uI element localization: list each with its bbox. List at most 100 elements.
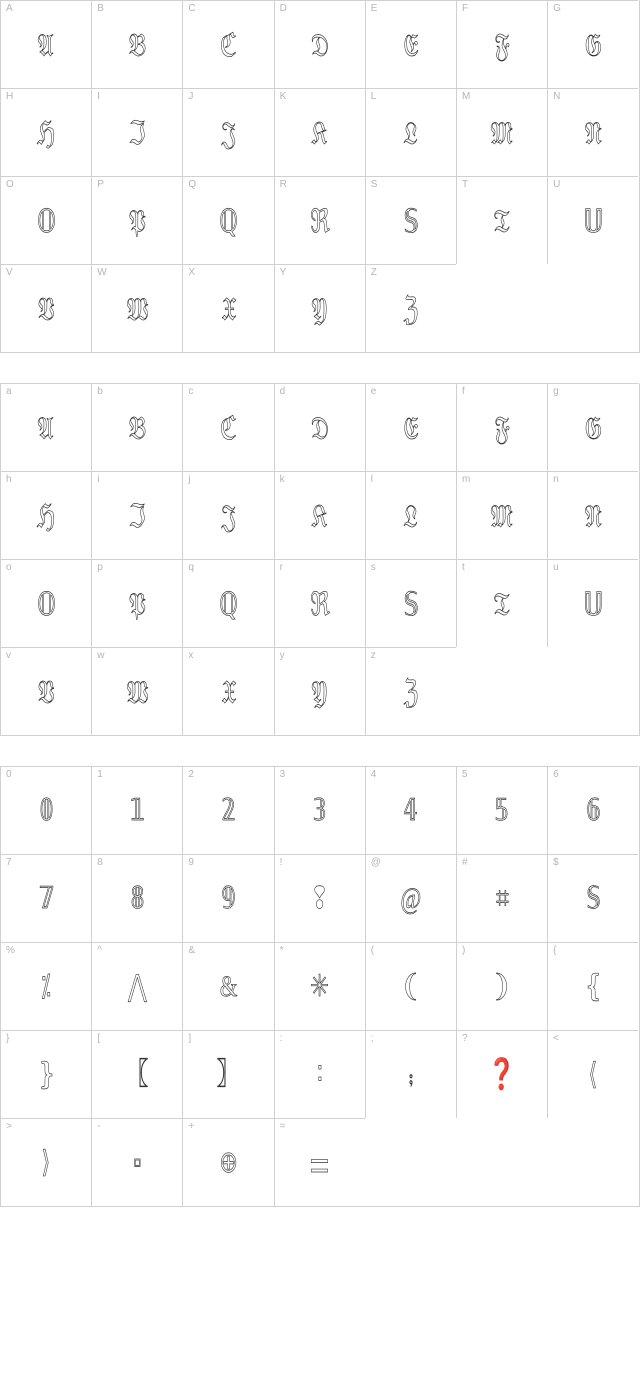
cell-label: D xyxy=(280,4,287,14)
glyph: 𝔇 xyxy=(311,412,329,444)
glyph-cell: Zℨ xyxy=(365,264,456,352)
glyph-cell: k𝔎 xyxy=(274,471,365,559)
glyph: 𝔑 xyxy=(585,117,602,149)
glyph-cell: iℑ xyxy=(91,471,182,559)
glyph: 𝟚 xyxy=(221,796,235,826)
glyph: ∶ xyxy=(317,1060,323,1090)
glyph-cell: U𝕌 xyxy=(547,176,638,264)
cell-label: + xyxy=(188,1122,194,1132)
character-map: A𝔄B𝔅CℭD𝔇E𝔈F𝔉G𝔊HℌIℑJ𝔍K𝔎L𝔏M𝔐N𝔑O𝕆P𝔓QℚRℜS𝕊T𝔗… xyxy=(0,0,640,1207)
glyph-cell: V𝔙 xyxy=(0,264,91,352)
cell-label: M xyxy=(462,92,470,102)
cell-label: > xyxy=(6,1122,12,1132)
glyph: ✳ xyxy=(310,972,329,1002)
cell-label: b xyxy=(97,387,103,397)
glyph-cell: a𝔄 xyxy=(0,383,91,471)
row: %⁒^⋀&&*✳(❨)❩{❴ xyxy=(0,942,639,1030)
cell-label: * xyxy=(280,946,284,956)
cell-label: [ xyxy=(97,1034,100,1044)
glyph-cell: M𝔐 xyxy=(456,88,547,176)
glyph: 𝔑 xyxy=(585,500,602,532)
glyph-cell: S𝕊 xyxy=(365,176,456,264)
glyph-cell: s𝕊 xyxy=(365,559,456,647)
glyph-cell: B𝔅 xyxy=(91,0,182,88)
cell-label: : xyxy=(280,1034,283,1044)
glyph: ⟨ xyxy=(589,1060,598,1090)
row: A𝔄B𝔅CℭD𝔇E𝔈F𝔉G𝔊 xyxy=(0,0,639,88)
glyph-cell: w𝔚 xyxy=(91,647,182,735)
cell-label: 6 xyxy=(553,770,559,780)
glyph-cell: e𝔈 xyxy=(365,383,456,471)
row: a𝔄b𝔅cℭd𝔇e𝔈f𝔉g𝔊 xyxy=(0,383,639,471)
glyph-cell: =⚌ xyxy=(274,1118,365,1206)
glyph: 𝔏 xyxy=(404,500,418,532)
glyph-cell: %⁒ xyxy=(0,942,91,1030)
cell-label: @ xyxy=(371,858,381,868)
cell-label: e xyxy=(371,387,377,397)
row: 7𝟟8𝟠9𝟡!❢@@#⌗$𝕊 xyxy=(0,854,639,942)
cell-label: w xyxy=(97,651,104,661)
glyph: 𝔙 xyxy=(38,293,55,325)
glyph-cell: d𝔇 xyxy=(274,383,365,471)
glyph-cell: g𝔊 xyxy=(547,383,638,471)
cell-label: H xyxy=(6,92,13,102)
glyph: & xyxy=(220,972,238,1002)
glyph-cell: (❨ xyxy=(365,942,456,1030)
row: O𝕆P𝔓QℚRℜS𝕊T𝔗U𝕌 xyxy=(0,176,639,264)
glyph-cell: K𝔎 xyxy=(274,88,365,176)
glyph-cell: ?❓ xyxy=(456,1030,547,1118)
cell-label: a xyxy=(6,387,12,397)
cell-label: C xyxy=(188,4,195,14)
glyph: ℑ xyxy=(129,117,146,149)
cell-label: 9 xyxy=(188,858,194,868)
glyph: 𝕌 xyxy=(583,588,603,620)
glyph: 𝔉 xyxy=(494,29,509,61)
cell-empty xyxy=(456,264,547,352)
glyph-cell: 1𝟙 xyxy=(91,766,182,854)
glyph-cell: {❴ xyxy=(547,942,638,1030)
glyph: 𝔜 xyxy=(312,676,328,708)
cell-label: x xyxy=(188,651,193,661)
cell-label: ? xyxy=(462,1034,468,1044)
glyph: ⟩ xyxy=(42,1148,51,1178)
glyph: 〗 xyxy=(217,1060,240,1090)
glyph: 𝟝 xyxy=(495,796,509,826)
glyph-cell: Cℭ xyxy=(182,0,273,88)
cell-label: B xyxy=(97,4,104,14)
glyph-cell: cℭ xyxy=(182,383,273,471)
cell-label: n xyxy=(553,475,559,485)
cell-label: S xyxy=(371,180,378,190)
glyph-cell: 4𝟜 xyxy=(365,766,456,854)
glyph-cell: 7𝟟 xyxy=(0,854,91,942)
glyph-cell: v𝔙 xyxy=(0,647,91,735)
cell-label: Z xyxy=(371,268,377,278)
glyph: 𝔇 xyxy=(311,29,329,61)
row: v𝔙w𝔚x𝔛y𝔜zℨ xyxy=(0,647,639,735)
glyph-cell: p𝔓 xyxy=(91,559,182,647)
glyph: 𝔐 xyxy=(491,500,513,532)
glyph: 𝕊 xyxy=(403,205,418,237)
glyph-cell: J𝔍 xyxy=(182,88,273,176)
glyph: ❴ xyxy=(584,972,603,1002)
cell-label: 7 xyxy=(6,858,12,868)
glyph: 𝔍 xyxy=(221,117,236,149)
glyph: 𝔜 xyxy=(312,293,328,325)
cell-label: O xyxy=(6,180,14,190)
glyph: ⁒ xyxy=(41,972,51,1002)
cell-label: ^ xyxy=(97,946,102,956)
glyph: ℜ xyxy=(310,205,330,237)
glyph: 𝔈 xyxy=(403,412,418,444)
glyph-cell: ^⋀ xyxy=(91,942,182,1030)
glyph: 𝔚 xyxy=(126,676,148,708)
glyph-cell: <⟨ xyxy=(547,1030,638,1118)
glyph-cell: A𝔄 xyxy=(0,0,91,88)
glyph: 𝟜 xyxy=(404,796,418,826)
glyph: ℑ xyxy=(129,500,146,532)
cell-label: J xyxy=(188,92,193,102)
glyph: 𝟙 xyxy=(130,796,144,826)
glyph: ❢ xyxy=(310,884,329,914)
glyph: 𝕆 xyxy=(37,205,56,237)
glyph-cell: 3𝟛 xyxy=(274,766,365,854)
section-lowercase: a𝔄b𝔅cℭd𝔇e𝔈f𝔉g𝔊hℌiℑj𝔍k𝔎l𝔏m𝔐n𝔑o𝕆p𝔓qℚrℜs𝕊t𝔗… xyxy=(0,383,640,736)
glyph: 𝔙 xyxy=(38,676,55,708)
